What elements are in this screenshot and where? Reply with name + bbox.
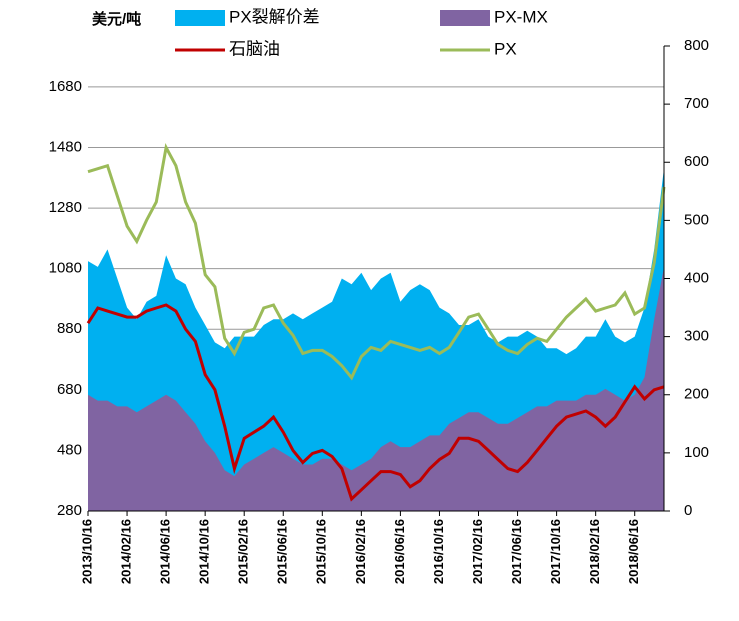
line [86, 303, 665, 502]
y-axis-label: 美元/吨 [92, 10, 141, 28]
y-tick-label: 1080 [49, 260, 82, 277]
x-tick-label: 2015/02/16 [236, 519, 251, 584]
x-tick-label: 2015/06/16 [275, 519, 290, 584]
x-tick-label: 2015/10/16 [314, 519, 329, 584]
area [88, 266, 664, 511]
legend-swatch [175, 10, 225, 26]
legend-label: PX-MX [494, 7, 548, 26]
x-tick-label: 2017/10/16 [548, 519, 563, 584]
x-tick-label: 2018/02/16 [587, 519, 602, 584]
x-tick-label: 2016/02/16 [353, 519, 368, 584]
y2-tick-label: 800 [684, 37, 709, 54]
y-tick-label: 280 [57, 502, 82, 519]
y-tick-label: 680 [57, 381, 82, 398]
y2-tick-label: 700 [684, 95, 709, 112]
y2-tick-label: 500 [684, 211, 709, 228]
y-tick-label: 1480 [49, 138, 82, 155]
legend-swatch [440, 10, 490, 26]
x-tick-label: 2014/10/16 [197, 519, 212, 584]
y2-tick-label: 200 [684, 386, 709, 403]
legend-label: 石脑油 [229, 39, 280, 58]
x-tick-label: 2016/10/16 [431, 519, 446, 584]
y2-tick-label: 0 [684, 502, 692, 519]
x-tick-label: 2014/02/16 [118, 519, 133, 584]
y-tick-label: 480 [57, 441, 82, 458]
y-tick-label: 1280 [49, 199, 82, 216]
x-tick-label: 2016/06/16 [392, 519, 407, 584]
x-tick-label: 2017/06/16 [509, 519, 524, 584]
x-tick-label: 2013/10/16 [79, 519, 94, 584]
y2-tick-label: 300 [684, 328, 709, 345]
legend-label: PX裂解价差 [229, 7, 320, 26]
y2-tick-label: 400 [684, 269, 709, 286]
y2-tick-label: 100 [684, 444, 709, 461]
x-tick-label: 2017/02/16 [470, 519, 485, 584]
y2-tick-label: 600 [684, 153, 709, 170]
line [87, 143, 666, 381]
y-tick-label: 880 [57, 320, 82, 337]
y-tick-label: 1680 [49, 78, 82, 95]
x-tick-label: 2018/06/16 [626, 519, 641, 584]
x-tick-label: 2014/06/16 [158, 519, 173, 584]
legend-label: PX [494, 39, 517, 58]
